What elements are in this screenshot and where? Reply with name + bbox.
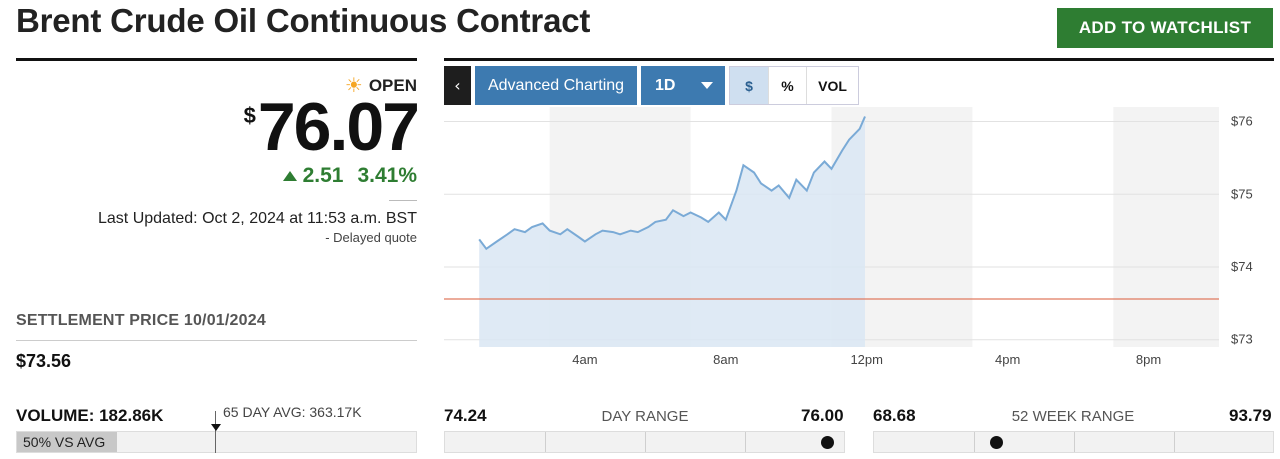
x-tick-label: 4am: [572, 352, 597, 367]
volume-avg-label: 65 DAY AVG: 363.17K: [223, 404, 362, 420]
range-segment: [1174, 432, 1175, 452]
volume-label: VOLUME: 182.86K: [16, 406, 164, 425]
market-status: ☀ OPEN: [345, 76, 417, 96]
x-tick-label: 8am: [713, 352, 738, 367]
chart-toolbar: ‹ Advanced Charting 1D $ % VOL: [444, 66, 859, 105]
x-tick-label: 8pm: [1136, 352, 1161, 367]
average-marker: [215, 411, 216, 453]
range-segment: [745, 432, 746, 452]
average-marker-arrow-icon: [211, 424, 221, 431]
period-label: 1D: [655, 76, 676, 94]
52-week-range-marker: [990, 436, 1004, 449]
day-range-marker: [821, 436, 835, 449]
day-range-low: 74.24: [444, 406, 487, 425]
price-change: 2.51 3.41%: [282, 164, 417, 188]
delayed-quote-note: - Delayed quote: [325, 230, 417, 245]
divider: [389, 200, 417, 201]
x-tick-label: 12pm: [850, 352, 883, 367]
divider: [16, 58, 417, 61]
52-week-range-label: 52 WEEK RANGE: [1011, 408, 1135, 425]
52-week-high: 93.79: [1229, 406, 1272, 425]
day-range-label: DAY RANGE: [601, 408, 689, 425]
dollar-mode-button[interactable]: $: [730, 67, 768, 104]
sun-icon: ☀: [344, 75, 363, 97]
add-to-watchlist-button[interactable]: ADD TO WATCHLIST: [1057, 8, 1273, 48]
period-dropdown[interactable]: 1D: [641, 66, 725, 105]
divider: [444, 58, 1274, 61]
volume-bar-fill: [17, 432, 117, 452]
market-status-label: OPEN: [368, 76, 417, 95]
volume-bar: 50% VS AVG: [16, 431, 417, 453]
y-tick-label: $75: [1231, 186, 1253, 201]
series-area: [479, 116, 865, 347]
range-segment: [974, 432, 975, 452]
range-segment: [545, 432, 546, 452]
range-segment: [1074, 432, 1075, 452]
settlement-value: $73.56: [16, 351, 72, 371]
52-week-low: 68.68: [873, 406, 916, 425]
divider: [16, 340, 417, 341]
percent-mode-button[interactable]: %: [768, 67, 806, 104]
52-week-range-bar: [873, 431, 1274, 453]
price-value: 76.07: [257, 89, 420, 165]
price-chart[interactable]: $76 $75 $74 $73 4am 8am 12pm 4pm 8pm: [444, 62, 1280, 372]
series-line: [478, 116, 866, 251]
chevron-left-icon[interactable]: ‹: [444, 66, 471, 105]
chevron-down-icon: [701, 82, 713, 89]
y-tick-label: $74: [1231, 259, 1253, 274]
up-arrow-icon: [282, 171, 297, 181]
y-tick-label: $76: [1231, 114, 1253, 129]
price: $ 76.07: [243, 89, 420, 165]
day-range-bar: [444, 431, 845, 453]
change-percent: 3.41%: [357, 164, 417, 187]
page-title: Brent Crude Oil Continuous Contract: [16, 2, 591, 39]
x-tick-label: 4pm: [995, 352, 1020, 367]
settlement-label: SETTLEMENT PRICE 10/01/2024: [16, 312, 266, 329]
chart-mode-toggle: $ % VOL: [729, 66, 859, 105]
range-segment: [645, 432, 646, 452]
y-tick-label: $73: [1231, 332, 1253, 347]
volume-toggle-button[interactable]: VOL: [806, 67, 858, 104]
change-value: 2.51: [302, 164, 344, 187]
advanced-charting-button[interactable]: Advanced Charting: [475, 66, 637, 105]
chart-band: [1113, 107, 1219, 347]
currency-symbol: $: [243, 103, 256, 128]
day-range-high: 76.00: [801, 406, 844, 425]
last-updated: Last Updated: Oct 2, 2024 at 11:53 a.m. …: [98, 210, 417, 227]
volume-vs-avg-label: 50% VS AVG: [23, 434, 106, 450]
